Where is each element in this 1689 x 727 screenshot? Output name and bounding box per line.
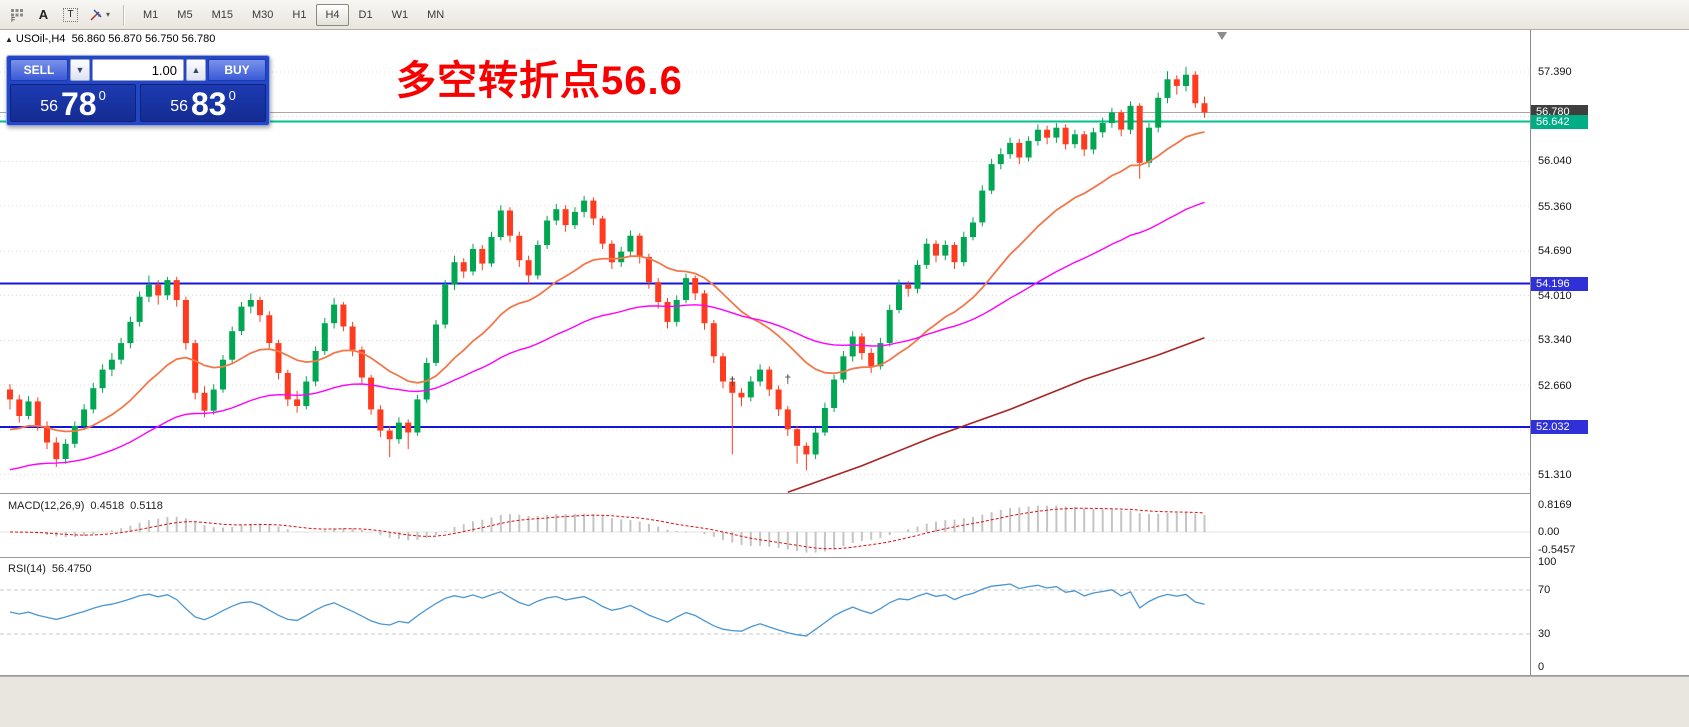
insert-text-button[interactable]: A — [31, 3, 56, 26]
axis-price-label: 53.340 — [1538, 334, 1572, 347]
axis-price-label: 54.010 — [1538, 290, 1572, 303]
price-line-label: 52.032 — [1531, 420, 1588, 435]
volume-input[interactable] — [92, 59, 184, 81]
timeframe-toolbar: M1 M5 M15 M30 H1 H4 D1 W1 MN — [134, 3, 453, 26]
buy-price-big: 83 — [190, 85, 227, 122]
chart-text-annotation[interactable]: 多空转折点56.6 — [396, 59, 683, 103]
ma-mid-line — [9, 201, 1205, 471]
timeframe-m15[interactable]: M15 — [203, 4, 242, 26]
sell-price-big: 78 — [60, 85, 97, 122]
axis-rsi-label: 100 — [1538, 556, 1557, 568]
grid-f-icon: F — [10, 8, 23, 23]
panel-separator[interactable] — [0, 557, 1689, 558]
price-axis: 57.390 56.040 55.360 54.690 54.010 53.340 52.6… — [1531, 30, 1689, 675]
sell-price-display[interactable]: 56 78 0 — [10, 84, 136, 122]
axis-price-label: 56.040 — [1538, 155, 1572, 168]
axis-macd-label: -0.5457 — [1538, 544, 1576, 556]
axis-macd-label: 0.00 — [1538, 526, 1560, 538]
macd-histogram — [18, 505, 1206, 553]
candlesticks — [7, 66, 1208, 471]
axis-rsi-label: 0 — [1538, 661, 1545, 673]
grid-tool-button[interactable]: F — [4, 3, 29, 26]
axis-price-label: 54.690 — [1538, 244, 1572, 257]
price-axis-separator — [1530, 30, 1531, 675]
panel-separator — [0, 675, 1689, 676]
arrows-tool-button[interactable]: ▾ — [85, 3, 114, 26]
text-label-icon: T — [63, 7, 78, 22]
axis-price-label: 55.360 — [1538, 200, 1572, 213]
dropdown-caret-icon: ▾ — [106, 10, 111, 19]
chart-symbol-line: ▲ USOil-,H4 56.860 56.870 56.750 56.780 — [5, 33, 215, 45]
timeframe-d1[interactable]: D1 — [350, 4, 382, 26]
axis-price-label: 51.310 — [1538, 468, 1572, 481]
toolbar: F A T ▾ M1 M5 M15 M30 H1 H4 D1 W1 MN — [0, 0, 1689, 30]
axis-price-label: 57.390 — [1538, 66, 1572, 78]
svg-text:F: F — [11, 17, 15, 23]
axis-macd-label: 0.8169 — [1538, 499, 1572, 512]
timeframe-m1[interactable]: M1 — [134, 4, 167, 26]
price-line-label: 54.196 — [1531, 276, 1588, 291]
volume-spinner-up-button[interactable]: ▲ — [186, 59, 206, 81]
volume-dropdown-button[interactable]: ▼ — [70, 59, 90, 81]
timeframe-m5[interactable]: M5 — [168, 4, 201, 26]
text-a-icon: A — [38, 7, 49, 22]
axis-rsi-label: 30 — [1538, 628, 1551, 640]
buy-price-prefix: 56 — [170, 98, 188, 115]
axis-price-label: 52.660 — [1538, 379, 1572, 392]
trade-prices-row: 56 78 0 56 83 0 — [10, 84, 266, 122]
price-line-label: 56.642 — [1531, 114, 1588, 129]
timeframe-m30[interactable]: M30 — [243, 4, 282, 26]
macd-label: MACD(12,26,9) 0.4518 0.5118 — [8, 500, 163, 512]
buy-price-sup: 0 — [228, 88, 236, 103]
status-area — [0, 676, 1689, 727]
symbol-ohlc: 56.860 56.870 56.750 56.780 — [71, 33, 216, 45]
buy-button[interactable]: BUY — [208, 59, 266, 81]
trade-controls-row: SELL ▼ ▲ BUY — [10, 59, 266, 81]
sell-price-sup: 0 — [98, 88, 106, 103]
axis-rsi-label: 70 — [1538, 584, 1551, 596]
symbol-name: USOil-,H4 — [15, 33, 66, 45]
macd-chart[interactable] — [0, 494, 1530, 557]
ma-fast-line — [9, 131, 1205, 433]
timeframe-h1[interactable]: H1 — [283, 4, 315, 26]
chart-marker[interactable]: † — [784, 372, 791, 386]
text-label-button[interactable]: T — [58, 3, 83, 26]
expander-icon[interactable]: ▲ — [5, 35, 13, 44]
toolbar-separator — [123, 4, 126, 25]
timeframe-mn[interactable]: MN — [418, 4, 453, 26]
rsi-chart[interactable] — [0, 558, 1530, 675]
chart-marker[interactable]: † — [729, 374, 736, 388]
panel-separator[interactable] — [0, 493, 1689, 494]
chart-shift-marker[interactable] — [1217, 32, 1227, 40]
buy-price-display[interactable]: 56 83 0 — [140, 84, 266, 122]
rsi-line — [9, 583, 1205, 637]
timeframe-w1[interactable]: W1 — [383, 4, 418, 26]
timeframe-h4[interactable]: H4 — [316, 3, 349, 26]
sell-price-prefix: 56 — [40, 98, 58, 115]
ma-slow-line — [787, 337, 1205, 493]
sell-button[interactable]: SELL — [10, 59, 68, 81]
rsi-label: RSI(14) 56.4750 — [8, 563, 92, 575]
arrows-icon — [90, 8, 102, 21]
macd-signal-line — [9, 507, 1205, 550]
